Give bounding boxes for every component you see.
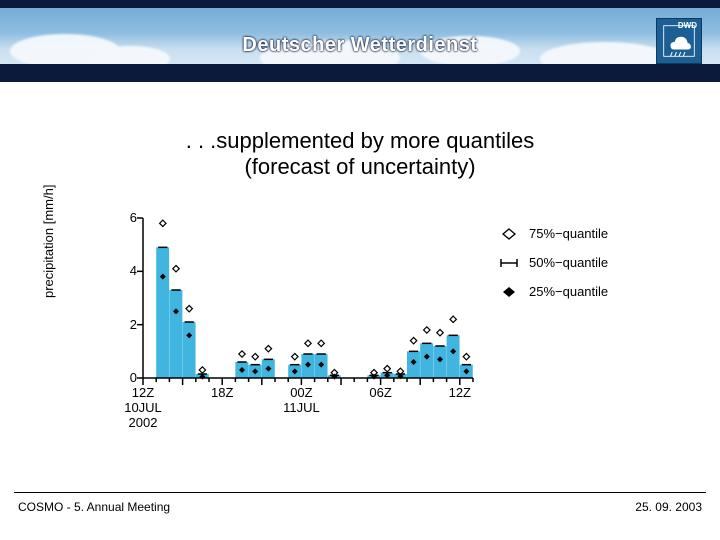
header-top-bar — [0, 0, 720, 8]
legend-item-50: 50%−quantile — [495, 255, 608, 270]
bar — [420, 343, 433, 378]
q75-marker — [292, 353, 298, 359]
y-tick-label: 0 — [115, 370, 137, 385]
plot-area — [143, 218, 473, 378]
org-title: Deutscher Wetterdienst — [242, 34, 477, 57]
slide-title: . . .supplemented by more quantiles (for… — [0, 128, 720, 180]
q75-marker — [410, 337, 416, 343]
q75-marker — [384, 365, 390, 371]
legend-item-75: 75%−quantile — [495, 226, 608, 241]
bar — [156, 247, 169, 378]
x-tick-label: 12Z — [449, 386, 471, 401]
footer-right: 25. 09. 2003 — [635, 500, 702, 514]
legend-label: 25%−quantile — [529, 284, 608, 299]
q75-marker — [424, 327, 430, 333]
y-tick-label: 6 — [115, 210, 137, 225]
dwd-logo: DWD — [656, 18, 702, 64]
slide-title-line2: (forecast of uncertainty) — [0, 154, 720, 180]
q75-marker — [305, 340, 311, 346]
y-tick-label: 2 — [115, 317, 137, 332]
footer-left: COSMO - 5. Annual Meeting — [18, 500, 170, 514]
x-tick-label: 00Z11JUL — [283, 386, 320, 416]
legend: 75%−quantile 50%−quantile 25%−quantile — [495, 226, 608, 313]
y-axis-label: precipitation [mm/h] — [41, 185, 56, 298]
q75-marker — [160, 220, 166, 226]
bar — [447, 335, 460, 378]
x-tick-label: 18Z — [211, 386, 233, 401]
header: Deutscher Wetterdienst DWD — [0, 0, 720, 82]
dwd-logo-text: DWD — [678, 21, 697, 30]
slide-title-line1: . . .supplemented by more quantiles — [186, 128, 535, 153]
footer: COSMO - 5. Annual Meeting 25. 09. 2003 — [0, 492, 720, 520]
q75-marker — [437, 329, 443, 335]
x-tick-label: 12Z10JUL2002 — [124, 386, 162, 431]
bar — [183, 322, 196, 378]
bar — [169, 290, 182, 378]
q75-marker — [199, 367, 205, 373]
x-tick-label: 06Z — [369, 386, 391, 401]
y-tick-label: 4 — [115, 263, 137, 278]
q75-marker — [173, 265, 179, 271]
q75-marker — [463, 353, 469, 359]
q75-marker — [186, 305, 192, 311]
q75-marker — [239, 351, 245, 357]
header-title-band: Deutscher Wetterdienst — [0, 30, 720, 60]
q75-marker — [252, 353, 258, 359]
q75-marker — [265, 345, 271, 351]
footer-divider — [14, 492, 706, 493]
q75-marker — [450, 316, 456, 322]
precip-chart: precipitation [mm/h] 0246 12Z10JUL200218… — [85, 218, 650, 428]
q75-marker — [318, 340, 324, 346]
legend-label: 75%−quantile — [529, 226, 608, 241]
header-bottom-bar — [0, 64, 720, 82]
legend-label: 50%−quantile — [529, 255, 608, 270]
legend-item-25: 25%−quantile — [495, 284, 608, 299]
